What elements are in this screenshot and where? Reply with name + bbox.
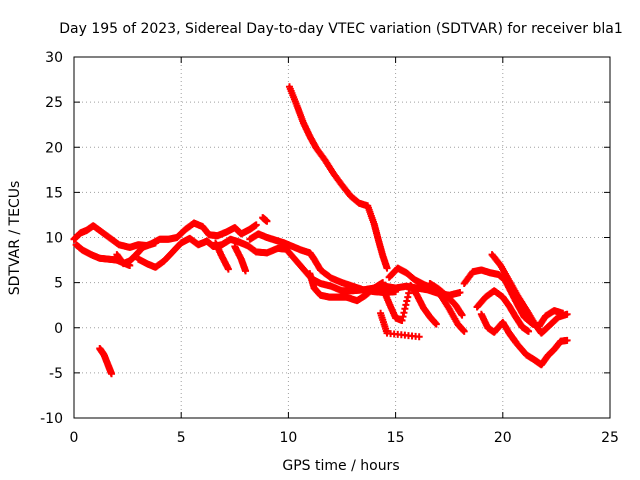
- data-point-marker: [392, 288, 400, 296]
- y-tick-label: 10: [45, 231, 63, 247]
- axis-ticks: 0 5 10 15 20 25 -10 -5 0 5 10 15 20 25 30: [40, 50, 619, 446]
- series-arc-c: [96, 345, 116, 378]
- data-point-marker: [252, 221, 260, 229]
- x-tick-label: 20: [494, 430, 512, 446]
- y-tick-label: -10: [40, 411, 63, 427]
- data-point-marker: [460, 327, 468, 335]
- data-point-marker: [563, 310, 571, 318]
- x-tick-label: 25: [601, 430, 619, 446]
- y-axis-label: SDTVAR / TECUs: [7, 181, 23, 296]
- data-point-marker: [525, 327, 533, 335]
- data-point-marker: [108, 370, 116, 378]
- series-arc-r: [477, 310, 520, 346]
- series-arc-h: [246, 230, 400, 297]
- data-point-marker: [563, 336, 571, 344]
- series-arc-i: [259, 214, 271, 225]
- y-tick-label: 20: [45, 140, 63, 156]
- series-arc-m: [385, 264, 468, 335]
- data-series: [70, 83, 571, 378]
- x-tick-label: 0: [70, 430, 79, 446]
- series-arc-n: [426, 280, 466, 319]
- series-arc-d: [113, 219, 260, 268]
- y-tick-label: 5: [54, 276, 63, 292]
- series-arc-g: [231, 243, 250, 275]
- series-arc-o: [377, 309, 423, 341]
- x-tick-label: 10: [279, 430, 297, 446]
- y-tick-label: -5: [49, 366, 63, 382]
- y-tick-label: 25: [45, 95, 63, 111]
- series-arc-f: [212, 239, 232, 273]
- x-tick-label: 15: [387, 430, 405, 446]
- data-point-marker: [383, 264, 391, 272]
- y-tick-label: 30: [45, 50, 63, 66]
- series-arc-s: [488, 251, 571, 337]
- data-point-marker: [456, 289, 464, 297]
- series-arc-k: [306, 270, 387, 305]
- grid-lines: [74, 57, 610, 418]
- series-arc-p: [460, 266, 567, 330]
- y-tick-label: 0: [54, 321, 63, 337]
- y-tick-label: 15: [45, 185, 63, 201]
- data-point-marker: [458, 311, 466, 319]
- chart-title: Day 195 of 2023, Sidereal Day-to-day VTE…: [59, 21, 622, 37]
- series-arc-l: [379, 281, 440, 328]
- series-arc-j: [285, 83, 391, 272]
- data-point-marker: [242, 267, 250, 275]
- series-arc-t: [505, 329, 571, 369]
- data-point-marker: [415, 333, 423, 341]
- x-tick-label: 5: [177, 430, 186, 446]
- x-axis-label: GPS time / hours: [282, 458, 399, 474]
- data-point-marker: [432, 320, 440, 328]
- data-point-marker: [263, 217, 271, 225]
- data-point-marker: [224, 265, 232, 273]
- series-arc-q: [473, 287, 533, 335]
